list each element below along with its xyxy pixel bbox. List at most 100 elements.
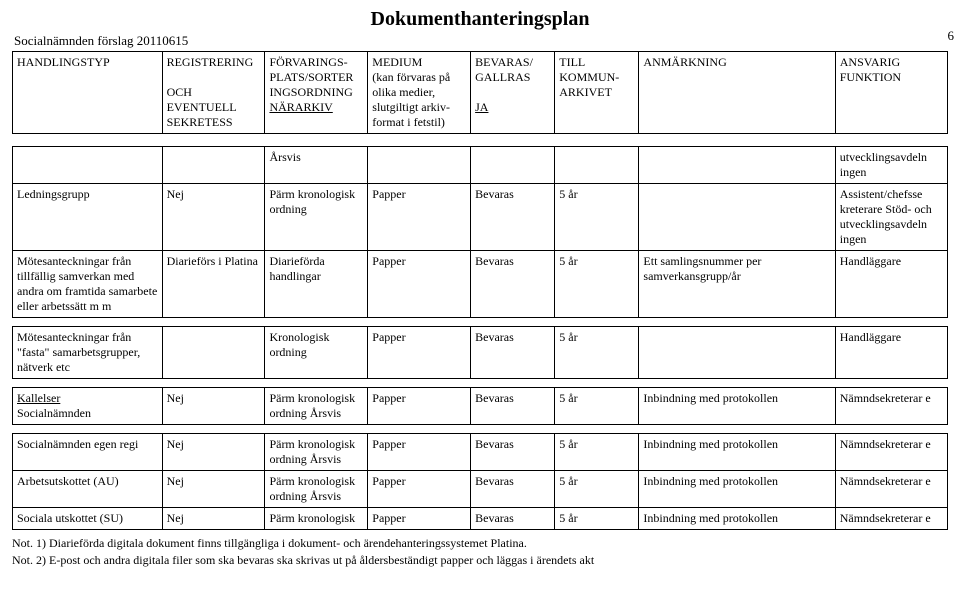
cell: [555, 147, 639, 184]
cell: Inbindning med protokollen: [639, 508, 835, 530]
cell: Nej: [162, 508, 265, 530]
cell: Papper: [368, 508, 471, 530]
table-row: Socialnämnden egen regi Nej Pärm kronolo…: [13, 434, 948, 471]
header-table: HANDLINGSTYP REGISTRERING OCH EVENTUELL …: [12, 51, 948, 134]
cell: Inbindning med protokollen: [639, 471, 835, 508]
cell: [13, 147, 163, 184]
cell: Bevaras: [471, 508, 555, 530]
cell: Ledningsgrupp: [13, 184, 163, 251]
cell: Ett samlingsnummer per samverkansgrupp/å…: [639, 251, 835, 318]
cell: Årsvis: [265, 147, 368, 184]
table-row: Sociala utskottet (SU) Nej Pärm kronolog…: [13, 508, 948, 530]
data-table-4: Socialnämnden egen regi Nej Pärm kronolo…: [12, 433, 948, 530]
cell: Nämndsekreterar e: [835, 434, 947, 471]
cell: 5 år: [555, 471, 639, 508]
cell: Arbetsutskottet (AU): [13, 471, 163, 508]
cell: Inbindning med protokollen: [639, 388, 835, 425]
data-table: Årsvis utvecklingsavdeln ingen Ledningsg…: [12, 146, 948, 318]
section-kallelser: Kallelser: [17, 391, 60, 405]
cell: 5 år: [555, 508, 639, 530]
cell: 5 år: [555, 388, 639, 425]
cell: 5 år: [555, 251, 639, 318]
cell: [639, 184, 835, 251]
table-row: Arbetsutskottet (AU) Nej Pärm kronologis…: [13, 471, 948, 508]
note-1: Not. 1) Diarieförda digitala dokument fi…: [12, 536, 948, 551]
header-forvaring-b: NÄRARKIV: [269, 100, 332, 114]
cell: [368, 147, 471, 184]
table-row: Mötesanteckningar från "fasta" samarbets…: [13, 327, 948, 379]
header-forvaring-a: FÖRVARINGS-PLATS/SORTER INGSORDNING: [269, 55, 353, 99]
cell: Pärm kronologisk ordning Årsvis: [265, 388, 368, 425]
cell: Pärm kronologisk ordning Årsvis: [265, 471, 368, 508]
cell: [639, 327, 835, 379]
cell: Bevaras: [471, 251, 555, 318]
header-till-kommun: TILL KOMMUN-ARKIVET: [555, 52, 639, 134]
header-handlingstyp: HANDLINGSTYP: [13, 52, 163, 134]
cell: Pärm kronologisk ordning Årsvis: [265, 434, 368, 471]
table-row: Kallelser Socialnämnden Nej Pärm kronolo…: [13, 388, 948, 425]
table-row: Mötesanteckningar från tillfällig samver…: [13, 251, 948, 318]
header-bevaras-a: BEVARAS/ GALLRAS: [475, 55, 533, 84]
cell: Diarieförda handlingar: [265, 251, 368, 318]
table-row: Årsvis utvecklingsavdeln ingen: [13, 147, 948, 184]
cell: Nämndsekreterar e: [835, 508, 947, 530]
cell: Bevaras: [471, 184, 555, 251]
cell: Sociala utskottet (SU): [13, 508, 163, 530]
page-number: 6: [948, 28, 955, 44]
cell: Nej: [162, 388, 265, 425]
cell: Papper: [368, 434, 471, 471]
table-row: Ledningsgrupp Nej Pärm kronologisk ordni…: [13, 184, 948, 251]
cell: Nej: [162, 184, 265, 251]
cell: Pärm kronologisk: [265, 508, 368, 530]
cell: Bevaras: [471, 388, 555, 425]
cell: 5 år: [555, 184, 639, 251]
header-bevaras-b: JA: [475, 100, 488, 114]
header-registrering: REGISTRERING OCH EVENTUELL SEKRETESS: [162, 52, 265, 134]
cell: [162, 327, 265, 379]
cell: Nej: [162, 434, 265, 471]
cell: Bevaras: [471, 434, 555, 471]
header-medium: MEDIUM (kan förvaras på olika medier, sl…: [368, 52, 471, 134]
cell: Papper: [368, 471, 471, 508]
note-2: Not. 2) E-post och andra digitala filer …: [12, 553, 948, 568]
cell: Papper: [368, 327, 471, 379]
header-medium-a: MEDIUM: [372, 55, 422, 69]
cell: [162, 147, 265, 184]
cell: Nej: [162, 471, 265, 508]
header-anmarkning: ANMÄRKNING: [639, 52, 835, 134]
cell: Assistent/chefsse kreterare Stöd- och ut…: [835, 184, 947, 251]
cell: Inbindning med protokollen: [639, 434, 835, 471]
cell: Handläggare: [835, 251, 947, 318]
header-registrering-a: REGISTRERING: [167, 55, 254, 69]
cell: utvecklingsavdeln ingen: [835, 147, 947, 184]
cell: 5 år: [555, 434, 639, 471]
header-bevaras: BEVARAS/ GALLRAS JA: [471, 52, 555, 134]
cell-text: Socialnämnden: [17, 406, 91, 420]
header-ansvarig: ANSVARIG FUNKTION: [835, 52, 947, 134]
cell: Socialnämnden egen regi: [13, 434, 163, 471]
cell: Papper: [368, 388, 471, 425]
cell: Diarieförs i Platina: [162, 251, 265, 318]
header-registrering-b: OCH EVENTUELL SEKRETESS: [167, 85, 237, 129]
cell: Kallelser Socialnämnden: [13, 388, 163, 425]
cell: Mötesanteckningar från tillfällig samver…: [13, 251, 163, 318]
cell: [639, 147, 835, 184]
cell: Papper: [368, 251, 471, 318]
cell: [471, 147, 555, 184]
data-table-3: Kallelser Socialnämnden Nej Pärm kronolo…: [12, 387, 948, 425]
data-table-2: Mötesanteckningar från "fasta" samarbets…: [12, 326, 948, 379]
cell: 5 år: [555, 327, 639, 379]
cell: Bevaras: [471, 471, 555, 508]
cell: Papper: [368, 184, 471, 251]
header-medium-b: (kan förvaras på olika medier, slutgilti…: [372, 70, 450, 129]
footer-notes: Not. 1) Diarieförda digitala dokument fi…: [12, 536, 948, 568]
cell: Pärm kronologisk ordning: [265, 184, 368, 251]
cell: Nämndsekreterar e: [835, 388, 947, 425]
header-forvaring: FÖRVARINGS-PLATS/SORTER INGSORDNING NÄRA…: [265, 52, 368, 134]
cell: Bevaras: [471, 327, 555, 379]
document-subtitle: Socialnämnden förslag 20110615: [14, 33, 948, 49]
cell: Kronologisk ordning: [265, 327, 368, 379]
cell: Handläggare: [835, 327, 947, 379]
document-title: Dokumenthanteringsplan: [12, 8, 948, 31]
cell: Mötesanteckningar från "fasta" samarbets…: [13, 327, 163, 379]
